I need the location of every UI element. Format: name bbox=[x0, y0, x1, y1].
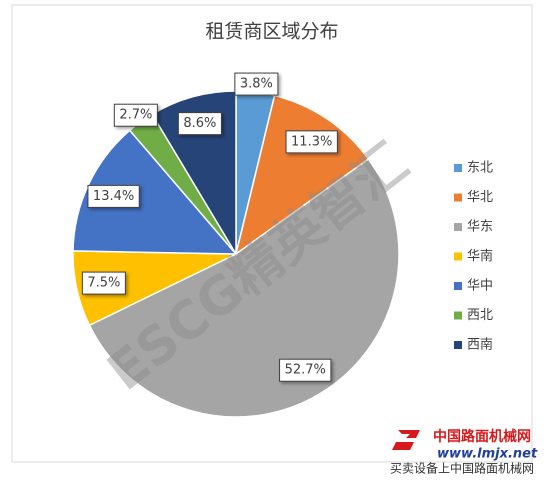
legend-swatch bbox=[454, 282, 462, 290]
data-label-text: 13.4% bbox=[93, 189, 134, 204]
pie bbox=[72, 90, 400, 418]
data-label-text: 7.5% bbox=[87, 276, 120, 291]
data-label-box bbox=[81, 271, 126, 295]
data-labels: 3.8% 11.3% 52.7% 7.5% 13.4% 2.7% 8.6% bbox=[81, 72, 338, 382]
logo-icon bbox=[392, 430, 420, 450]
data-label-box bbox=[113, 103, 158, 127]
logo-name: 中国路面机械网 bbox=[433, 428, 531, 445]
data-label: 11.3% bbox=[285, 130, 338, 154]
data-label-box bbox=[279, 358, 332, 382]
data-label: 7.5% bbox=[81, 271, 126, 295]
chart-title: 租赁商区域分布 bbox=[205, 21, 338, 43]
legend-swatch bbox=[454, 341, 462, 349]
logo: 中国路面机械网 www.lmjx.net 买卖设备上中国路面机械网 bbox=[390, 428, 538, 476]
data-label-box bbox=[87, 184, 140, 208]
legend-label: 西南 bbox=[467, 337, 493, 353]
data-label-text: 3.8% bbox=[240, 77, 273, 92]
legend-label: 东北 bbox=[467, 161, 493, 176]
data-label: 2.7% bbox=[113, 103, 158, 127]
pie-slice bbox=[88, 157, 400, 418]
legend-swatch bbox=[454, 252, 462, 261]
legend-swatch bbox=[454, 164, 462, 172]
data-label: 13.4% bbox=[87, 184, 140, 208]
data-label: 3.8% bbox=[234, 72, 279, 96]
legend-swatch bbox=[454, 223, 462, 231]
data-label-box bbox=[177, 112, 222, 136]
legend-label: 华东 bbox=[467, 220, 493, 235]
data-label-text: 52.7% bbox=[285, 363, 326, 378]
data-label-text: 2.7% bbox=[119, 108, 152, 123]
legend-swatch bbox=[454, 311, 462, 320]
data-label-box bbox=[234, 72, 279, 96]
legend-label: 华北 bbox=[467, 190, 493, 205]
data-label: 8.6% bbox=[177, 112, 222, 136]
pie-slice bbox=[72, 129, 238, 255]
logo-slogan: 买卖设备上中国路面机械网 bbox=[390, 461, 534, 476]
legend-label: 华南 bbox=[467, 248, 493, 264]
legend-label: 华中 bbox=[467, 279, 493, 294]
data-label-text: 8.6% bbox=[183, 116, 216, 131]
data-label: 52.7% bbox=[279, 358, 332, 382]
logo-url: www.lmjx.net bbox=[437, 447, 538, 462]
legend-swatch bbox=[454, 193, 462, 202]
data-label-text: 11.3% bbox=[291, 134, 332, 149]
data-label-box bbox=[285, 130, 338, 154]
legend-label: 西北 bbox=[467, 308, 493, 323]
